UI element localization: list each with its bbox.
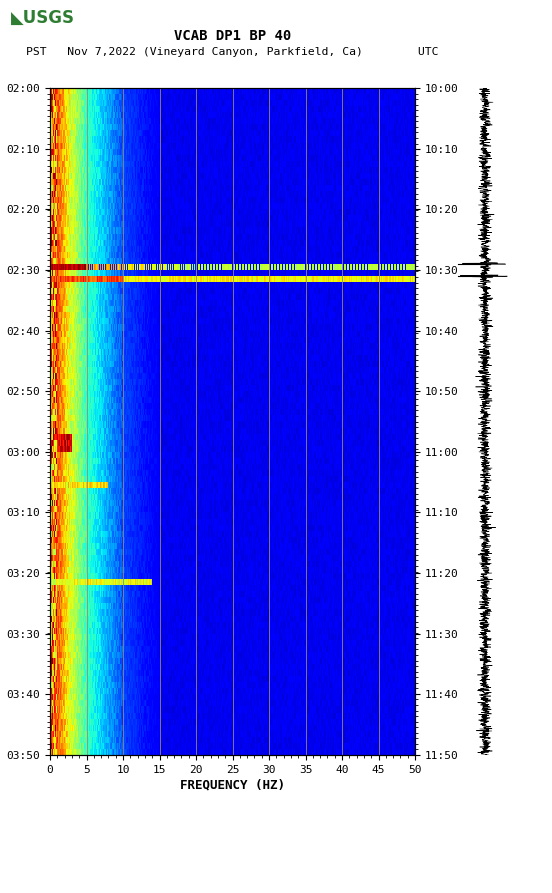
X-axis label: FREQUENCY (HZ): FREQUENCY (HZ) xyxy=(180,779,285,792)
Text: PST   Nov 7,2022 (Vineyard Canyon, Parkfield, Ca)        UTC: PST Nov 7,2022 (Vineyard Canyon, Parkfie… xyxy=(26,46,439,57)
Text: VCAB DP1 BP 40: VCAB DP1 BP 40 xyxy=(174,29,291,43)
Text: ◣USGS: ◣USGS xyxy=(11,9,75,27)
